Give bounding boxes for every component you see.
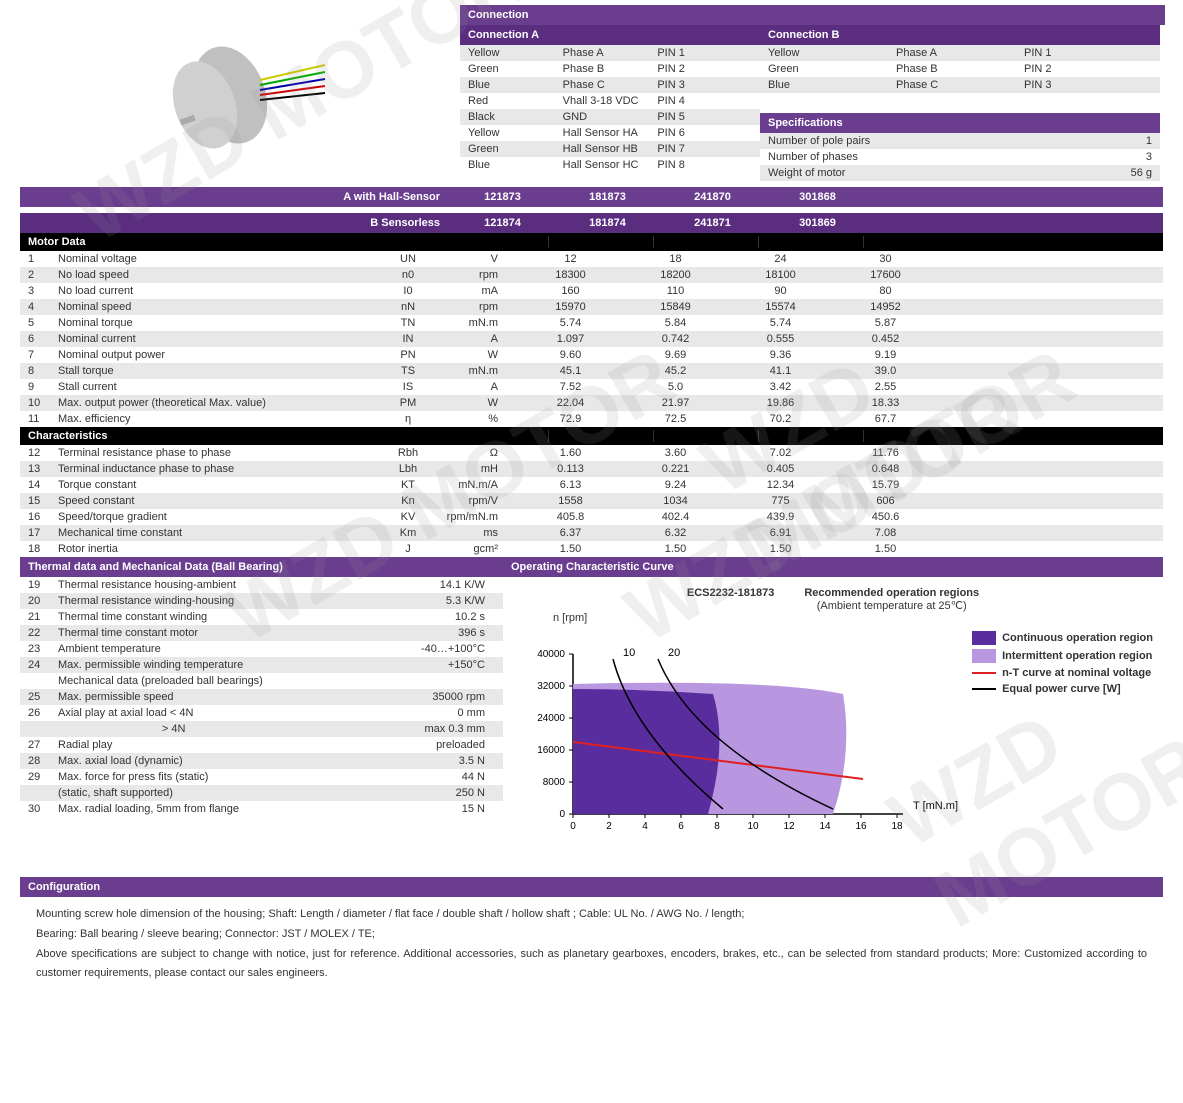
operating-chart: ECS2232-181873 Recommended operation reg… — [503, 577, 1163, 877]
svg-text:18: 18 — [891, 821, 903, 832]
data-row: 4Nominal speednNrpm15970158491557414952 — [20, 299, 1163, 315]
data-row: 15Speed constantKnrpm/V15581034775606 — [20, 493, 1163, 509]
thermal-row: 28Max. axial load (dynamic)3.5 N — [20, 753, 503, 769]
connection-header: Connection — [460, 5, 1165, 25]
data-row: 2No load speedn0rpm18300182001810017600 — [20, 267, 1163, 283]
data-row: 18Rotor inertiaJgcm²1.501.501.501.50 — [20, 541, 1163, 557]
svg-text:8000: 8000 — [543, 777, 566, 788]
conn-b-row: YellowPhase APIN 1 — [760, 45, 1160, 61]
svg-text:12: 12 — [783, 821, 795, 832]
conn-a-row: YellowPhase APIN 1 — [460, 45, 760, 61]
data-row: 11Max. efficiencyη%72.972.570.267.7 — [20, 411, 1163, 427]
svg-text:32000: 32000 — [537, 681, 565, 692]
specs-header: Specifications — [760, 113, 1160, 133]
conn-a-row: BlueHall Sensor HCPIN 8 — [460, 157, 760, 173]
connection-table: Connection Connection A YellowPhase APIN… — [460, 5, 1165, 181]
characteristics-header: Characteristics — [20, 427, 1163, 445]
conn-a-row: BlackGNDPIN 5 — [460, 109, 760, 125]
spec-row: Number of phases3 — [760, 149, 1160, 165]
data-row: 17Mechanical time constantKmms6.376.326.… — [20, 525, 1163, 541]
data-row: 14Torque constantKTmN.m/A6.139.2412.3415… — [20, 477, 1163, 493]
svg-text:8: 8 — [714, 821, 720, 832]
data-row: 13Terminal inductance phase to phaseLbhm… — [20, 461, 1163, 477]
svg-text:40000: 40000 — [537, 649, 565, 660]
variant-header-b: B Sensorless 121874 181874 241871 301869 — [20, 213, 1163, 233]
svg-text:6: 6 — [678, 821, 684, 832]
configuration-header: Configuration — [20, 877, 1163, 897]
data-row: 10Max. output power (theoretical Max. va… — [20, 395, 1163, 411]
operating-header: Operating Characteristic Curve — [503, 557, 1163, 577]
svg-text:14: 14 — [819, 821, 831, 832]
chart-legend: Continuous operation region Intermittent… — [972, 627, 1153, 699]
motor-image — [150, 30, 330, 163]
svg-text:0: 0 — [570, 821, 576, 832]
conn-a-row: BluePhase CPIN 3 — [460, 77, 760, 93]
svg-text:16: 16 — [855, 821, 867, 832]
conn-b-row: GreenPhase BPIN 2 — [760, 61, 1160, 77]
conn-b-header: Connection B — [760, 25, 1160, 45]
svg-text:20: 20 — [668, 647, 680, 659]
thermal-row: 19Thermal resistance housing-ambient14.1… — [20, 577, 503, 593]
thermal-row: 29Max. force for press fits (static)44 N — [20, 769, 503, 785]
svg-text:2: 2 — [606, 821, 612, 832]
data-row: 1Nominal voltageUNV12182430 — [20, 251, 1163, 267]
svg-text:16000: 16000 — [537, 745, 565, 756]
svg-text:24000: 24000 — [537, 713, 565, 724]
data-row: 5Nominal torqueTNmN.m5.745.845.745.87 — [20, 315, 1163, 331]
thermal-header: Thermal data and Mechanical Data (Ball B… — [20, 557, 503, 577]
spec-row: Weight of motor56 g — [760, 165, 1160, 181]
conn-a-row: GreenHall Sensor HBPIN 7 — [460, 141, 760, 157]
thermal-row: 21Thermal time constant winding10.2 s — [20, 609, 503, 625]
data-row: 6Nominal currentINA1.0970.7420.5550.452 — [20, 331, 1163, 347]
thermal-row: (static, shaft supported)250 N — [20, 785, 503, 801]
svg-text:10: 10 — [747, 821, 759, 832]
thermal-row: 20Thermal resistance winding-housing5.3 … — [20, 593, 503, 609]
svg-text:T [mN.m]: T [mN.m] — [913, 800, 958, 812]
data-row: 7Nominal output powerPNW9.609.699.369.19 — [20, 347, 1163, 363]
data-row: 12Terminal resistance phase to phaseRbhΩ… — [20, 445, 1163, 461]
variant-header-a: A with Hall-Sensor 121873 181873 241870 … — [20, 187, 1163, 207]
conn-b-row: BluePhase CPIN 3 — [760, 77, 1160, 93]
svg-text:4: 4 — [642, 821, 648, 832]
thermal-row: 30Max. radial loading, 5mm from flange15… — [20, 801, 503, 817]
thermal-row: 26Axial play at axial load < 4N0 mm — [20, 705, 503, 721]
thermal-row: 25Max. permissible speed35000 rpm — [20, 689, 503, 705]
motor-data-header: Motor Data — [20, 233, 1163, 251]
thermal-row: > 4Nmax 0.3 mm — [20, 721, 503, 737]
config-text: Mounting screw hole dimension of the hou… — [20, 897, 1163, 992]
thermal-row: 24Max. permissible winding temperature+1… — [20, 657, 503, 673]
conn-a-row: YellowHall Sensor HAPIN 6 — [460, 125, 760, 141]
spec-row: Number of pole pairs1 — [760, 133, 1160, 149]
data-row: 8Stall torqueTSmN.m45.145.241.139.0 — [20, 363, 1163, 379]
conn-a-row: RedVhall 3-18 VDCPIN 4 — [460, 93, 760, 109]
data-row: 16Speed/torque gradientKVrpm/mN.m405.840… — [20, 509, 1163, 525]
data-row: 9Stall currentISA7.525.03.422.55 — [20, 379, 1163, 395]
svg-text:10: 10 — [623, 647, 635, 659]
thermal-row: 23Ambient temperature-40…+100°C — [20, 641, 503, 657]
conn-a-header: Connection A — [460, 25, 760, 45]
conn-a-row: GreenPhase BPIN 2 — [460, 61, 760, 77]
svg-text:0: 0 — [559, 809, 565, 820]
thermal-row: 27Radial playpreloaded — [20, 737, 503, 753]
thermal-row: 22Thermal time constant motor396 s — [20, 625, 503, 641]
thermal-row: Mechanical data (preloaded ball bearings… — [20, 673, 503, 689]
data-row: 3No load currentI0mA1601109080 — [20, 283, 1163, 299]
